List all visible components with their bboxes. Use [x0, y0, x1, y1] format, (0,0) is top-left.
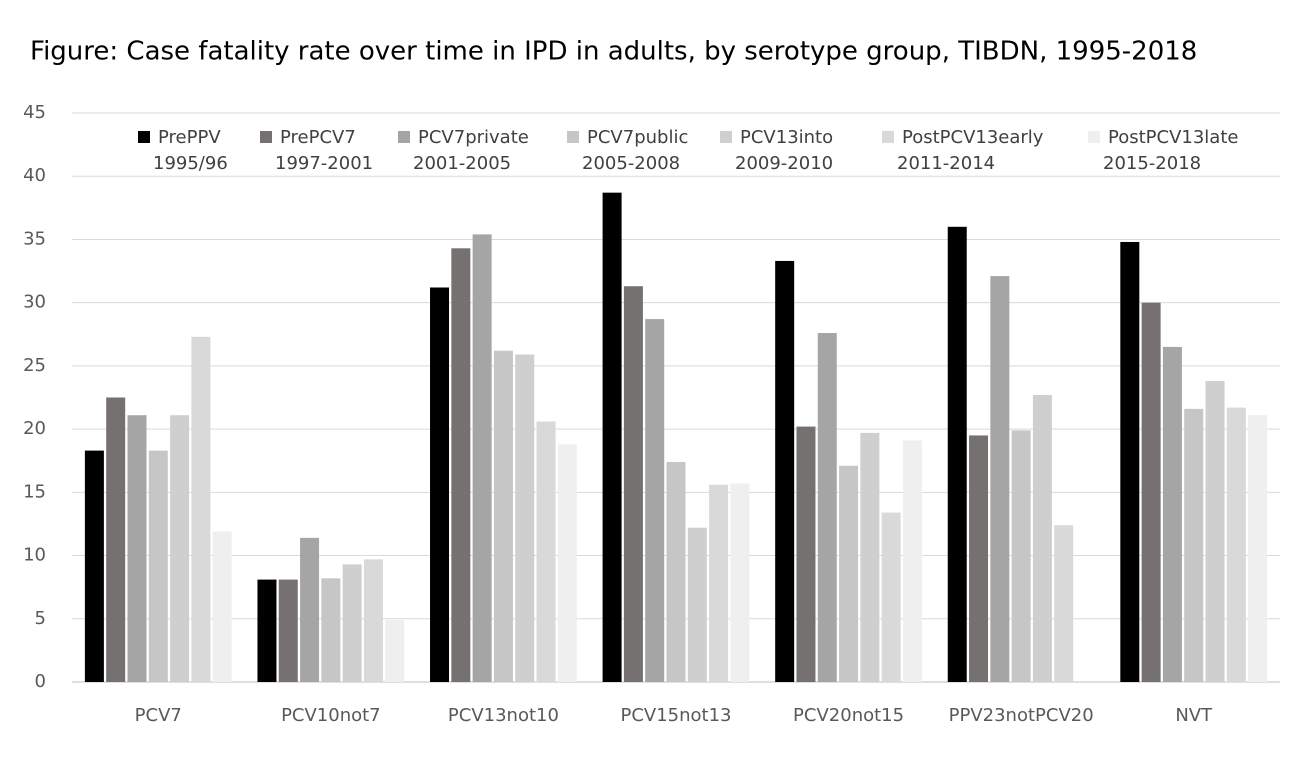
- bar: [342, 564, 362, 682]
- legend-label: PCV7private: [418, 127, 529, 148]
- legend-period: 2011-2014: [897, 153, 995, 174]
- legend-label: PrePPV: [158, 127, 221, 148]
- x-tick-label: NVT: [1175, 705, 1213, 726]
- bar: [1032, 394, 1052, 682]
- bar: [645, 319, 665, 682]
- bar: [257, 579, 277, 682]
- legend-period: 2005-2008: [582, 153, 680, 174]
- x-tick-label: PCV7: [135, 705, 182, 726]
- bar: [730, 483, 750, 682]
- y-tick-label: 30: [23, 292, 46, 313]
- legend-swatch: [882, 131, 894, 143]
- legend-swatch: [138, 131, 150, 143]
- legend-period: 2015-2018: [1103, 153, 1201, 174]
- bar: [775, 260, 795, 682]
- bar: [990, 276, 1010, 682]
- y-tick-label: 10: [23, 545, 46, 566]
- legend-label: PostPCV13early: [902, 127, 1044, 148]
- bar: [385, 620, 405, 682]
- bar: [1162, 346, 1182, 682]
- legend-period: 2009-2010: [735, 153, 833, 174]
- x-tick-label: PCV15not13: [620, 705, 731, 726]
- bar: [860, 432, 880, 682]
- legend-period: 1995/96: [153, 153, 228, 174]
- bar: [1184, 408, 1204, 682]
- bar: [881, 512, 901, 682]
- bar: [666, 461, 686, 682]
- legend-swatch: [398, 131, 410, 143]
- legend-label: PrePCV7: [280, 127, 356, 148]
- bar: [969, 435, 989, 682]
- y-tick-label: 40: [23, 165, 46, 186]
- bar: [472, 234, 492, 683]
- bar: [817, 333, 837, 682]
- y-tick-label: 0: [35, 671, 46, 692]
- bar: [1120, 241, 1140, 682]
- bar: [1141, 302, 1161, 682]
- legend-period: 1997-2001: [275, 153, 373, 174]
- bar: [451, 248, 471, 682]
- legend-label: PCV13into: [740, 127, 833, 148]
- y-tick-label: 35: [23, 228, 46, 249]
- bar: [493, 350, 513, 682]
- bar: [902, 440, 922, 682]
- bar: [191, 336, 211, 682]
- bar: [363, 559, 383, 682]
- y-tick-label: 5: [35, 608, 46, 629]
- bar: [170, 415, 190, 682]
- bar: [1226, 407, 1246, 682]
- bar: [212, 531, 232, 682]
- bar: [84, 450, 104, 682]
- bar: [602, 192, 622, 682]
- bar: [796, 426, 816, 682]
- bar: [1205, 381, 1225, 682]
- bar: [321, 578, 341, 682]
- bar: [515, 354, 535, 682]
- bar: [536, 421, 556, 682]
- bar: [709, 484, 729, 682]
- bar: [127, 415, 147, 682]
- y-tick-label: 25: [23, 355, 46, 376]
- bar: [1054, 525, 1074, 682]
- legend-label: PostPCV13late: [1108, 127, 1238, 148]
- bar: [148, 450, 168, 682]
- bar: [300, 537, 320, 682]
- bar: [839, 465, 859, 682]
- bar: [1011, 430, 1031, 682]
- legend-swatch: [260, 131, 272, 143]
- x-tick-label: PCV13not10: [448, 705, 559, 726]
- bar: [557, 444, 577, 682]
- legend-swatch: [1088, 131, 1100, 143]
- chart-title: Figure: Case fatality rate over time in …: [30, 37, 1197, 67]
- bar: [430, 287, 450, 682]
- bar: [278, 579, 298, 682]
- x-tick-label: PCV20not15: [793, 705, 904, 726]
- y-tick-label: 20: [23, 418, 46, 439]
- y-tick-label: 45: [23, 102, 46, 123]
- bar: [1248, 415, 1268, 682]
- legend-label: PCV7public: [587, 127, 688, 148]
- bar: [106, 397, 126, 682]
- bar: [623, 286, 643, 682]
- x-tick-label: PCV10not7: [281, 705, 381, 726]
- legend-period: 2001-2005: [413, 153, 511, 174]
- x-tick-label: PPV23notPCV20: [949, 705, 1094, 726]
- bar: [947, 226, 967, 683]
- legend-swatch: [720, 131, 732, 143]
- bar: [687, 527, 707, 682]
- legend-swatch: [567, 131, 579, 143]
- y-tick-label: 15: [23, 481, 46, 502]
